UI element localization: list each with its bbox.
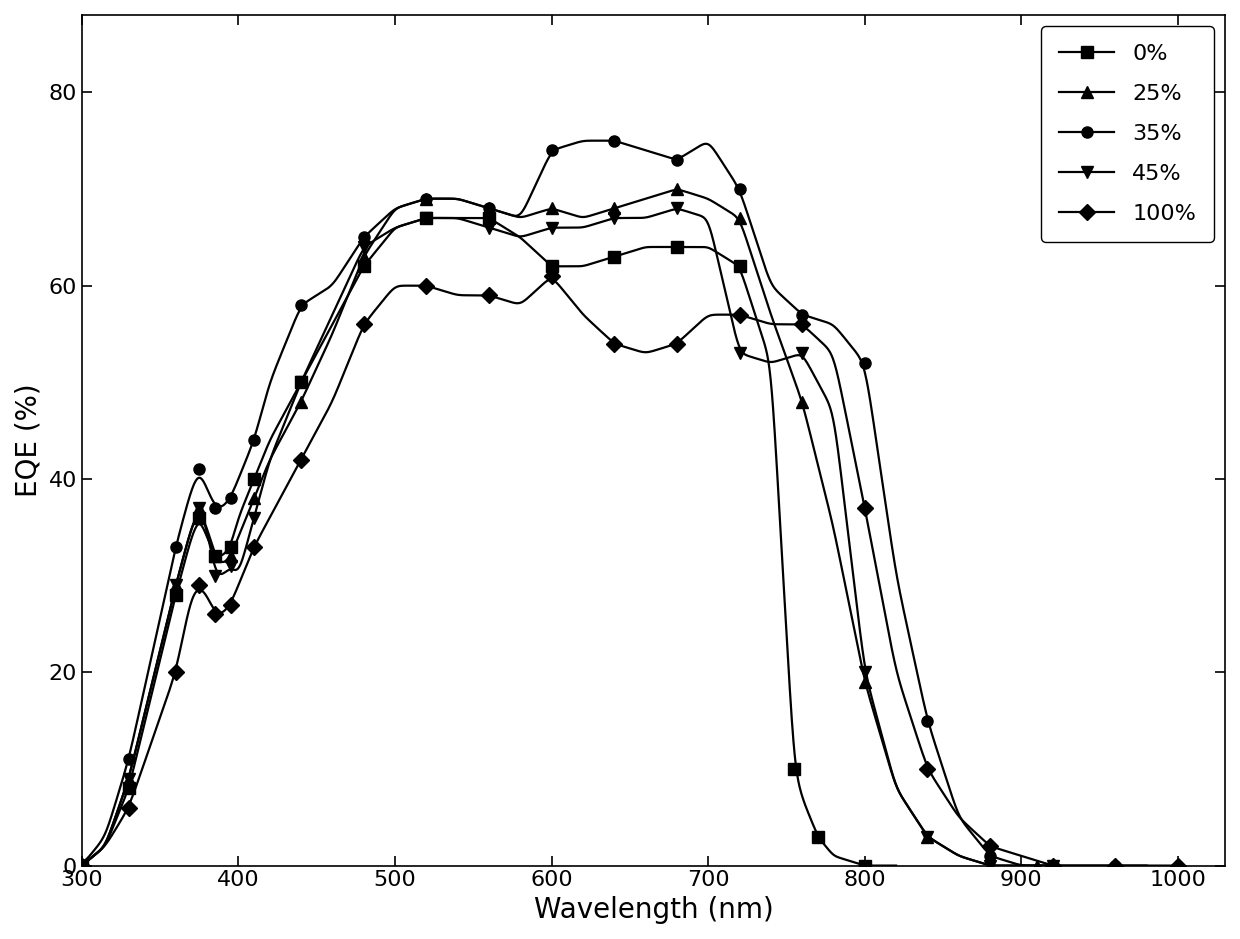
45% <box>998 860 1013 871</box>
25% <box>1045 860 1060 871</box>
100% <box>579 312 594 323</box>
45% <box>521 229 536 240</box>
25% <box>124 762 139 773</box>
25% <box>998 860 1013 871</box>
35% <box>914 685 929 696</box>
100% <box>939 792 954 803</box>
0% <box>889 860 904 871</box>
35% <box>129 720 144 731</box>
Line: 0%: 0% <box>82 218 897 866</box>
25% <box>670 184 684 195</box>
35% <box>74 856 89 868</box>
35% <box>1109 860 1123 871</box>
45% <box>839 516 854 528</box>
25% <box>521 210 536 222</box>
25% <box>839 587 854 598</box>
Y-axis label: EQE (%): EQE (%) <box>15 383 43 497</box>
0% <box>715 251 730 262</box>
Line: 45%: 45% <box>82 209 1053 866</box>
100% <box>543 274 558 285</box>
35% <box>1032 860 1047 871</box>
45% <box>124 762 139 773</box>
45% <box>670 204 684 215</box>
45% <box>1018 860 1033 871</box>
35% <box>591 135 606 146</box>
35% <box>1140 860 1154 871</box>
25% <box>1018 860 1033 871</box>
100% <box>608 338 622 349</box>
25% <box>547 204 562 215</box>
100% <box>1171 860 1185 871</box>
0% <box>115 796 130 808</box>
100% <box>1140 860 1154 871</box>
0% <box>74 858 89 870</box>
X-axis label: Wavelength (nm): Wavelength (nm) <box>533 896 774 924</box>
100% <box>130 777 145 788</box>
45% <box>74 857 89 869</box>
100% <box>74 857 89 869</box>
0% <box>866 860 880 871</box>
0% <box>449 212 464 223</box>
100% <box>1140 860 1154 871</box>
0% <box>866 860 880 871</box>
35% <box>1110 860 1125 871</box>
0% <box>471 212 486 223</box>
Legend: 0%, 25%, 35%, 45%, 100%: 0%, 25%, 35%, 45%, 100% <box>1042 26 1214 241</box>
45% <box>1018 860 1033 871</box>
0% <box>870 860 885 871</box>
25% <box>74 857 89 869</box>
45% <box>1045 860 1060 871</box>
35% <box>564 139 579 150</box>
35% <box>593 135 608 146</box>
Line: 25%: 25% <box>82 190 1053 866</box>
Line: 35%: 35% <box>82 141 1147 866</box>
25% <box>1018 860 1033 871</box>
100% <box>1063 860 1078 871</box>
Line: 100%: 100% <box>82 280 1178 866</box>
45% <box>547 223 562 234</box>
0% <box>432 212 446 223</box>
